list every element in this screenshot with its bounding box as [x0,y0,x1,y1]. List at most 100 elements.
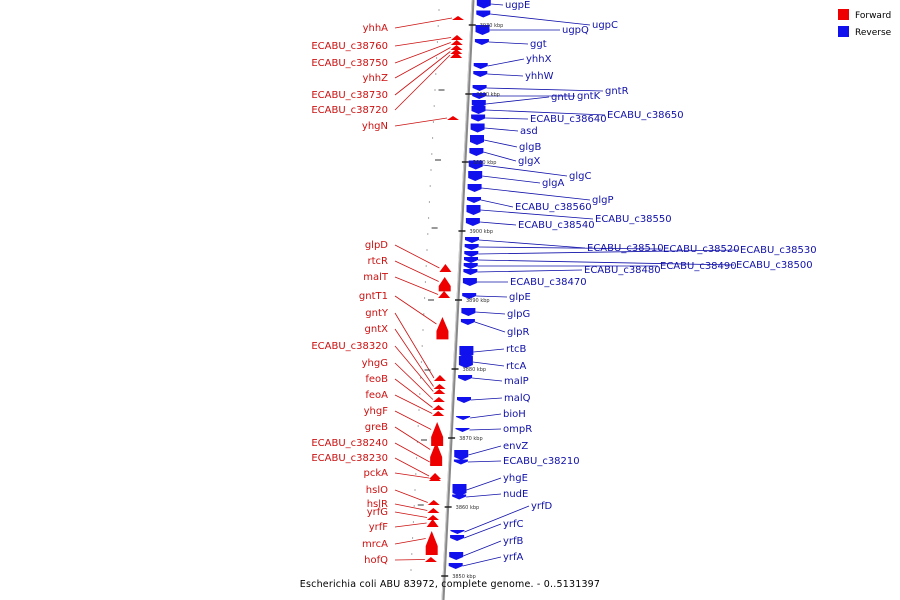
scale-tick-label: 3850 kbp [452,574,476,580]
reverse-label-ugpc: ugpC [592,20,618,31]
forward-connector-gntx [394,328,434,387]
legend-reverse-swatch [838,26,849,37]
reverse-label-ecabu-c38500: ECABU_c38500 [736,260,813,271]
reverse-gene-glgx [469,148,484,156]
scale-tick-label: 3890 kbp [466,298,490,304]
reverse-gene-yrfb [449,552,464,560]
forward-gene-feob [432,405,445,410]
reverse-label-yrfd: yrfD [531,501,553,512]
forward-connector-glpd [394,244,440,269]
forward-connector-yhgf [394,410,432,430]
forward-gene-ecabu-c38320 [433,389,446,394]
reverse-gene-ggt [474,39,489,45]
scale-tick-label: 3920 kbp [476,92,500,98]
reverse-label-glgb: glgB [519,142,541,153]
reverse-gene-gntr [472,85,487,91]
reverse-gene-yhhx [473,63,488,69]
forward-label-hslr: hslR [367,499,388,510]
reverse-connector-ecabu-c38550 [480,209,594,220]
reverse-gene-ecabu-c38550 [466,205,481,215]
reverse-connector-ecabu-c38560 [480,199,514,208]
forward-label-yhgn: yhgN [362,121,388,132]
forward-connector-hslo [394,489,428,503]
reverse-gene-ecabu-c38640 [471,114,486,122]
reverse-gene-ecabu-c38470 [462,278,477,286]
reverse-gene-malq [457,397,471,403]
reverse-connector-gntu [485,96,550,105]
reverse-connector-yrfb [463,540,502,557]
forward-gene-ecabu-c38730 [450,49,463,54]
reverse-label-glga: glgA [542,178,564,189]
reverse-connector-ecabu-c38640 [485,117,529,120]
forward-connector-yhgg [394,362,434,400]
reverse-label-ecabu-c38480: ECABU_c38480 [584,265,661,276]
reverse-label-yhge: yhgE [503,473,528,484]
reverse-label-yrfb: yrfB [503,536,524,547]
reverse-connector-asd [484,127,519,132]
forward-label-pcka: pckA [364,468,389,479]
forward-gene-yhgn [447,116,459,120]
forward-connector-hslr [394,503,428,511]
reverse-gene-gntk [472,93,487,99]
reverse-label-ecabu-c38520: ECABU_c38520 [663,244,740,255]
reverse-gene-glga [468,171,483,181]
reverse-connector-yhge [466,477,502,491]
reverse-gene-ecabu-c38480 [463,269,478,275]
reverse-connector-ecabu-c38210 [467,460,502,463]
forward-gene-gnty [433,375,446,381]
forward-gene-gntt1 [436,317,449,340]
reverse-label-malp: malP [504,376,529,387]
forward-label-glpd: glpD [365,240,388,251]
forward-label-ecabu-c38320: ECABU_c38320 [311,341,388,352]
forward-label-ecabu-c38750: ECABU_c38750 [311,58,388,69]
reverse-gene-bioh [456,416,471,420]
reverse-connector-gntr [486,87,604,92]
legend-forward-label: Forward [855,11,891,21]
forward-label-ecabu-c38730: ECABU_c38730 [311,90,388,101]
reverse-label-gntr: gntR [605,86,629,97]
forward-connector-mrca [394,538,426,545]
reverse-connector-ecabu-c38500 [477,259,735,266]
forward-label-yhha: yhhA [363,23,389,34]
forward-gene-greb [430,442,443,466]
reverse-gene-ugpc [476,10,491,18]
reverse-connector-malq [470,397,503,401]
forward-connector-feoa [394,394,433,414]
gene-features [424,0,491,569]
forward-gene-ecabu-c38720 [450,52,463,58]
forward-gene-ecabu-c38240 [429,459,442,465]
reverse-gene-yrfc [450,535,465,541]
reverse-connector-bioh [470,413,502,419]
reverse-label-gntk: gntK [577,91,601,102]
reverse-connector-ecabu-c38480 [477,269,583,273]
reverse-label-glpr: glpR [507,327,529,338]
forward-label-rtcr: rtcR [368,256,389,267]
forward-gene-hslo [427,500,440,505]
forward-label-ecabu-c38760: ECABU_c38760 [311,41,388,52]
reverse-connector-nude [466,493,502,498]
reverse-gene-glgc [468,160,483,170]
forward-connector-gntt1 [394,295,437,325]
reverse-label-yrfa: yrfA [503,552,524,563]
reverse-gene-glpg [461,308,476,316]
map-caption: Escherichia coli ABU 83972, complete gen… [300,579,600,590]
forward-gene-yrff [426,519,439,527]
reverse-connector-yhhx [487,58,525,67]
forward-connector-ecabu-c38750 [394,42,451,64]
forward-connector-yrfg [394,511,428,518]
forward-gene-feoa [432,411,445,416]
reverse-label-envz: envZ [503,441,528,452]
reverse-gene-rtcb [459,346,474,358]
forward-connector-yhhz [394,47,451,79]
reverse-label-ecabu-c38210: ECABU_c38210 [503,456,580,467]
forward-label-yhgg: yhgG [362,358,388,369]
reverse-gene-yhge [452,484,467,496]
forward-connector-malt [394,276,439,295]
reverse-connector-ecabu-c38510 [478,239,586,249]
reverse-label-glgx: glgX [518,156,540,167]
forward-label-yhhz: yhhZ [363,73,389,84]
forward-connector-rtcr [394,260,439,282]
reverse-label-gntu: gntU [551,92,575,103]
forward-label-feoa: feoA [365,390,388,401]
